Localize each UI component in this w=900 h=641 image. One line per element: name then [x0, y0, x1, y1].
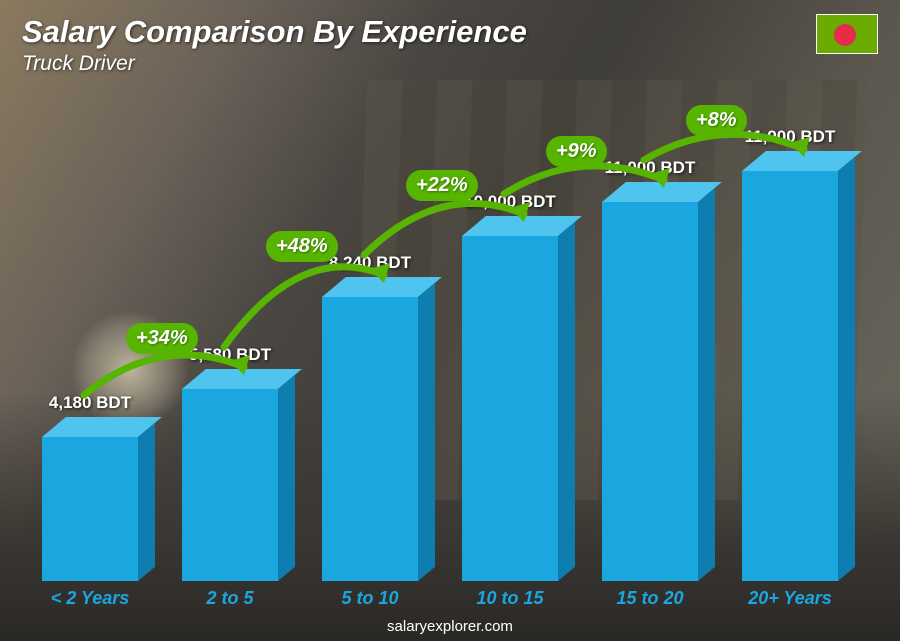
bar [42, 437, 138, 581]
bar-group: 11,900 BDT [720, 171, 860, 581]
bar-group: 8,240 BDT [300, 297, 440, 581]
percent-increase-badge: +22% [406, 170, 478, 201]
category-label: 2 to 5 [160, 588, 300, 609]
chart-subtitle: Truck Driver [22, 52, 527, 76]
bar-group: 4,180 BDT [20, 437, 160, 581]
category-labels: < 2 Years2 to 55 to 1010 to 1515 to 2020… [20, 588, 860, 609]
bar-front [742, 171, 838, 581]
bar-front [182, 389, 278, 581]
bar-group: 5,580 BDT [160, 389, 300, 581]
bar-value-label: 4,180 BDT [20, 393, 160, 413]
bar-front [602, 202, 698, 581]
category-label: 20+ Years [720, 588, 860, 609]
percent-increase-badge: +34% [126, 323, 198, 354]
header: Salary Comparison By Experience Truck Dr… [22, 14, 527, 76]
percent-increase-badge: +48% [266, 231, 338, 262]
bar-side [558, 222, 575, 581]
bar [742, 171, 838, 581]
bar-front [322, 297, 418, 581]
footer-credit: salaryexplorer.com [0, 618, 900, 635]
bar-side [418, 283, 435, 581]
bar-side [698, 188, 715, 581]
bar [602, 202, 698, 581]
category-label: < 2 Years [20, 588, 160, 609]
category-label: 5 to 10 [300, 588, 440, 609]
bar-side [838, 157, 855, 581]
category-label: 15 to 20 [580, 588, 720, 609]
bar-group: 11,000 BDT [580, 202, 720, 581]
bar-front [42, 437, 138, 581]
percent-increase-badge: +8% [686, 105, 747, 136]
percent-increase-badge: +9% [546, 136, 607, 167]
bar-group: 10,000 BDT [440, 236, 580, 581]
country-flag [816, 14, 878, 54]
category-label: 10 to 15 [440, 588, 580, 609]
bar [322, 297, 418, 581]
bar-front [462, 236, 558, 581]
bar-side [278, 375, 295, 581]
bar [182, 389, 278, 581]
flag-circle [834, 24, 856, 46]
bar-side [138, 423, 155, 581]
chart-title: Salary Comparison By Experience [22, 14, 527, 50]
bar [462, 236, 558, 581]
